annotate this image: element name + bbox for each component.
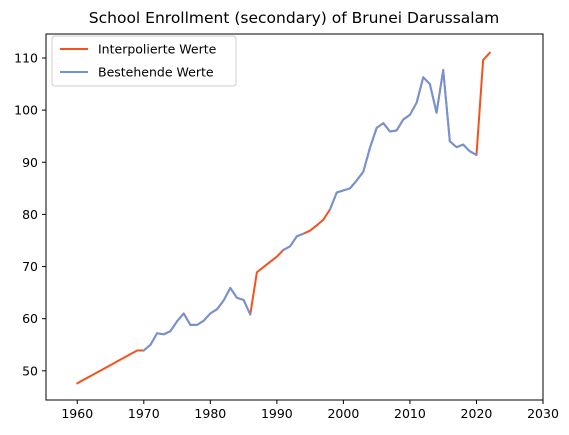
x-tick-label: 2000 [327, 406, 359, 421]
x-tick-label: 2020 [461, 406, 493, 421]
y-tick-label: 90 [22, 155, 38, 170]
x-tick-label: 1990 [261, 406, 293, 421]
legend-label-interpolated: Interpolierte Werte [98, 42, 217, 57]
y-tick-label: 100 [14, 103, 38, 118]
x-tick-label: 1970 [128, 406, 160, 421]
plot-area [75, 51, 492, 385]
y-tick-label: 80 [22, 207, 38, 222]
x-tick-label: 2030 [527, 406, 559, 421]
y-tick-label: 50 [22, 363, 38, 378]
series-line-existing [142, 68, 478, 352]
legend-box [51, 35, 237, 87]
y-tick-label: 60 [22, 311, 38, 326]
chart-title: School Enrollment (secondary) of Brunei … [89, 9, 499, 27]
axes: 1960 1970 1980 1990 2000 2010 2020 2030 50 60 70 80… [14, 33, 559, 421]
x-tick-label: 1960 [61, 406, 93, 421]
legend-label-existing: Bestehende Werte [98, 65, 214, 80]
legend: Interpolierte Werte Bestehende Werte [51, 35, 237, 87]
x-tick-label: 1980 [194, 406, 226, 421]
y-tick-label: 110 [14, 50, 38, 65]
y-tick-label: 70 [22, 259, 38, 274]
x-tick-label: 2010 [394, 406, 426, 421]
axes-frame [45, 33, 544, 401]
